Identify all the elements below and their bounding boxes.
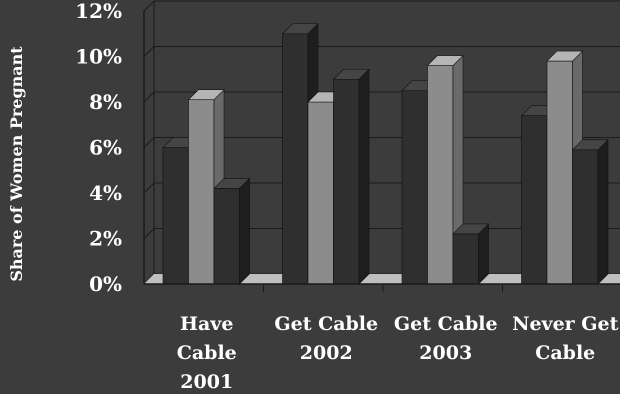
chart-floor bbox=[144, 274, 620, 284]
wall-gridline bbox=[143, 137, 155, 148]
wall-gridline bbox=[143, 228, 155, 239]
bar-top bbox=[546, 50, 584, 62]
bar-front bbox=[333, 78, 360, 285]
bar-side bbox=[478, 223, 489, 285]
bar-layer bbox=[162, 23, 609, 285]
floor-layer bbox=[144, 274, 620, 284]
bar-front bbox=[427, 65, 454, 285]
x-category-label: Never Get Cable bbox=[512, 313, 619, 364]
bar-front bbox=[307, 101, 334, 285]
bar bbox=[426, 54, 464, 285]
x-category-label: Have Cable 2001 bbox=[177, 313, 237, 393]
x-category-label: Get Cable 2002 bbox=[274, 313, 378, 364]
bar-side bbox=[597, 139, 609, 285]
bar-top bbox=[571, 139, 609, 151]
bar-front bbox=[546, 60, 573, 285]
bar-front bbox=[188, 99, 215, 285]
bar-top bbox=[281, 23, 319, 35]
bar-front bbox=[213, 188, 240, 285]
y-axis-title: Share of Women Pregnant bbox=[7, 46, 26, 282]
y-tick-label: 6% bbox=[89, 136, 122, 160]
axis-layer bbox=[143, 1, 620, 292]
label-layer: 0% 2% 4% 6% 8% 10% 12% Have Cable 2001 Get Cable 20… bbox=[75, 0, 618, 393]
y-tick-label: 12% bbox=[75, 0, 122, 23]
bar-top bbox=[452, 223, 490, 235]
y-tick-label: 2% bbox=[89, 227, 122, 251]
bar bbox=[571, 139, 609, 285]
y-tick-label: 8% bbox=[89, 90, 122, 114]
y-tick-label: 0% bbox=[89, 272, 122, 296]
bar-top bbox=[332, 68, 370, 80]
wall-gridline bbox=[143, 46, 155, 57]
x-category-label: Get Cable 2003 bbox=[394, 313, 498, 364]
bar bbox=[213, 177, 251, 285]
bar bbox=[332, 68, 370, 285]
bar-top bbox=[426, 55, 464, 66]
y-tick-label: 4% bbox=[89, 181, 122, 205]
bar-front bbox=[452, 233, 479, 285]
wall-gridline bbox=[143, 91, 155, 103]
bar bbox=[187, 89, 225, 285]
bar-side bbox=[239, 177, 250, 285]
bar-front bbox=[282, 33, 309, 285]
wall-gridline bbox=[143, 0, 155, 12]
bar bbox=[452, 223, 490, 285]
bar-front bbox=[521, 115, 548, 285]
bar-front bbox=[572, 149, 599, 285]
wall-gridline bbox=[143, 182, 155, 194]
bar-front bbox=[401, 90, 428, 285]
bar-top bbox=[187, 89, 225, 101]
bar-side bbox=[358, 68, 370, 285]
bar-front bbox=[162, 147, 189, 285]
y-tick-label: 10% bbox=[75, 45, 122, 69]
bar-top bbox=[213, 178, 251, 189]
